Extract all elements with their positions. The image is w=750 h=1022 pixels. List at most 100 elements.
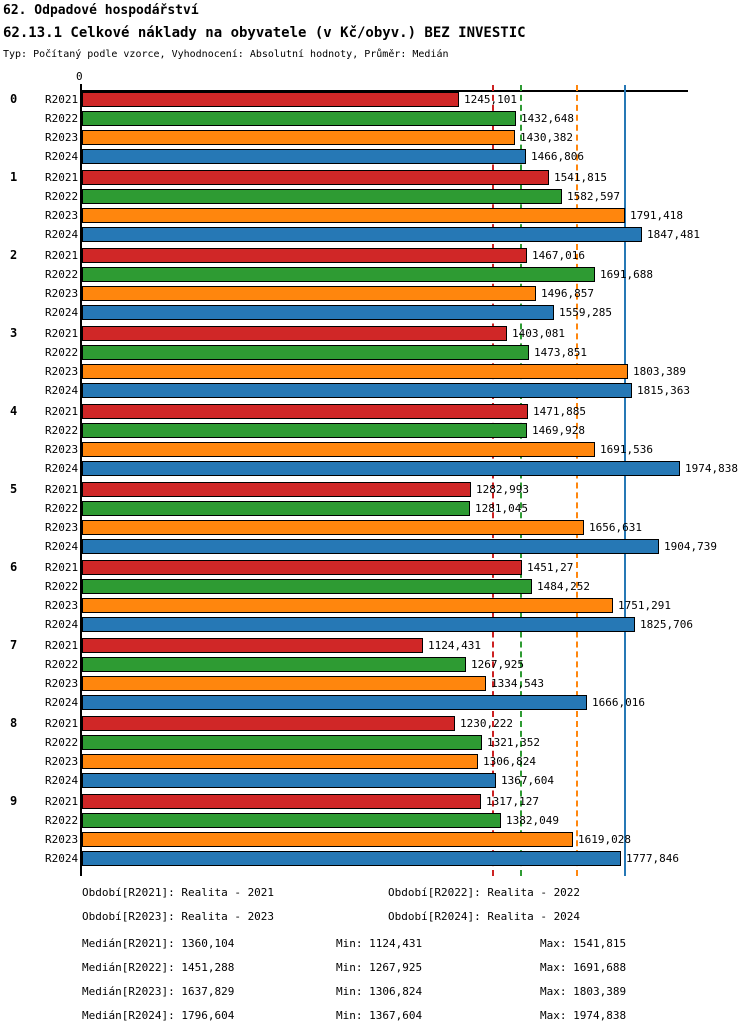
series-label-r2022-g3: R2022 bbox=[45, 346, 79, 359]
median-line-r2024 bbox=[624, 85, 626, 876]
series-label-r2022-g7: R2022 bbox=[45, 658, 79, 671]
series-label-r2023-g1: R2023 bbox=[45, 209, 79, 222]
series-label-r2021-g4: R2021 bbox=[45, 405, 79, 418]
series-label-r2024-g0: R2024 bbox=[45, 150, 79, 163]
chart-meta-line: Typ: Počítaný podle vzorce, Vyhodnocení:… bbox=[3, 49, 449, 60]
bar-r2024-g4 bbox=[82, 461, 680, 476]
group-label-2: 2 bbox=[10, 248, 18, 262]
axis-left-line bbox=[80, 84, 82, 876]
bar-r2024-g3 bbox=[82, 383, 632, 398]
bar-r2021-g7 bbox=[82, 638, 423, 653]
bar-r2022-g6 bbox=[82, 579, 532, 594]
group-label-1: 1 bbox=[10, 170, 18, 184]
bar-value-r2022-g0: 1432,648 bbox=[521, 112, 574, 125]
bar-r2024-g5 bbox=[82, 539, 659, 554]
series-label-r2024-g8: R2024 bbox=[45, 774, 79, 787]
bar-r2023-g3 bbox=[82, 364, 628, 379]
bar-value-r2022-g9: 1382,049 bbox=[506, 814, 559, 827]
stat-min-r2023: Min: 1306,824 bbox=[336, 985, 423, 998]
series-label-r2022-g4: R2022 bbox=[45, 424, 79, 437]
bar-value-r2024-g7: 1666,016 bbox=[592, 696, 645, 709]
bar-r2023-g2 bbox=[82, 286, 536, 301]
bar-r2023-g8 bbox=[82, 754, 478, 769]
bar-value-r2023-g3: 1803,389 bbox=[633, 365, 686, 378]
series-label-r2024-g3: R2024 bbox=[45, 384, 79, 397]
stat-median-r2021: Medián[R2021]: 1360,104 bbox=[82, 937, 235, 950]
bar-value-r2023-g9: 1619,028 bbox=[578, 833, 631, 846]
stat-max-r2021: Max: 1541,815 bbox=[540, 937, 627, 950]
series-label-r2021-g6: R2021 bbox=[45, 561, 79, 574]
series-label-r2022-g5: R2022 bbox=[45, 502, 79, 515]
bar-r2023-g0 bbox=[82, 130, 515, 145]
bar-r2022-g5 bbox=[82, 501, 470, 516]
legend-item-r2022: Období[R2022]: Realita - 2022 bbox=[388, 886, 581, 899]
stat-min-r2022: Min: 1267,925 bbox=[336, 961, 423, 974]
series-label-r2023-g0: R2023 bbox=[45, 131, 79, 144]
bar-value-r2023-g2: 1496,857 bbox=[541, 287, 594, 300]
series-label-r2021-g9: R2021 bbox=[45, 795, 79, 808]
bar-value-r2022-g7: 1267,925 bbox=[471, 658, 524, 671]
series-label-r2022-g9: R2022 bbox=[45, 814, 79, 827]
series-label-r2023-g5: R2023 bbox=[45, 521, 79, 534]
series-label-r2024-g1: R2024 bbox=[45, 228, 79, 241]
stat-min-r2024: Min: 1367,604 bbox=[336, 1009, 423, 1022]
group-label-7: 7 bbox=[10, 638, 18, 652]
bar-r2024-g2 bbox=[82, 305, 554, 320]
chart-title: 62.13.1 Celkové náklady na obyvatele (v … bbox=[3, 25, 526, 41]
bar-value-r2022-g6: 1484,252 bbox=[537, 580, 590, 593]
bar-r2022-g2 bbox=[82, 267, 595, 282]
series-label-r2024-g7: R2024 bbox=[45, 696, 79, 709]
group-label-9: 9 bbox=[10, 794, 18, 808]
median-line-r2022 bbox=[520, 85, 522, 876]
series-label-r2023-g8: R2023 bbox=[45, 755, 79, 768]
bar-r2024-g9 bbox=[82, 851, 621, 866]
series-label-r2021-g5: R2021 bbox=[45, 483, 79, 496]
series-label-r2023-g9: R2023 bbox=[45, 833, 79, 846]
bar-r2021-g2 bbox=[82, 248, 527, 263]
group-label-3: 3 bbox=[10, 326, 18, 340]
bar-r2023-g6 bbox=[82, 598, 613, 613]
group-label-6: 6 bbox=[10, 560, 18, 574]
bar-r2021-g1 bbox=[82, 170, 549, 185]
bar-value-r2023-g4: 1691,536 bbox=[600, 443, 653, 456]
bar-value-r2021-g2: 1467,016 bbox=[532, 249, 585, 262]
bar-value-r2022-g3: 1473,851 bbox=[534, 346, 587, 359]
series-label-r2021-g8: R2021 bbox=[45, 717, 79, 730]
bar-value-r2021-g6: 1451,27 bbox=[527, 561, 574, 574]
stat-median-r2024: Medián[R2024]: 1796,604 bbox=[82, 1009, 235, 1022]
bar-value-r2024-g1: 1847,481 bbox=[647, 228, 700, 241]
bar-r2021-g6 bbox=[82, 560, 522, 575]
median-line-r2023 bbox=[576, 85, 578, 876]
stat-max-r2023: Max: 1803,389 bbox=[540, 985, 627, 998]
series-label-r2023-g7: R2023 bbox=[45, 677, 79, 690]
series-label-r2022-g2: R2022 bbox=[45, 268, 79, 281]
series-label-r2021-g3: R2021 bbox=[45, 327, 79, 340]
bar-r2022-g9 bbox=[82, 813, 501, 828]
series-label-r2021-g2: R2021 bbox=[45, 249, 79, 262]
bar-r2021-g8 bbox=[82, 716, 455, 731]
group-label-8: 8 bbox=[10, 716, 18, 730]
series-label-r2021-g7: R2021 bbox=[45, 639, 79, 652]
series-label-r2022-g6: R2022 bbox=[45, 580, 79, 593]
bar-value-r2024-g6: 1825,706 bbox=[640, 618, 693, 631]
bar-r2024-g6 bbox=[82, 617, 635, 632]
series-label-r2022-g1: R2022 bbox=[45, 190, 79, 203]
bar-value-r2024-g9: 1777,846 bbox=[626, 852, 679, 865]
bar-value-r2024-g4: 1974,838 bbox=[685, 462, 738, 475]
axis-top-line bbox=[80, 90, 688, 92]
bar-r2022-g1 bbox=[82, 189, 562, 204]
bar-value-r2021-g3: 1403,081 bbox=[512, 327, 565, 340]
bar-r2023-g9 bbox=[82, 832, 573, 847]
bar-value-r2023-g5: 1656,631 bbox=[589, 521, 642, 534]
bar-value-r2023-g6: 1751,291 bbox=[618, 599, 671, 612]
bar-r2022-g8 bbox=[82, 735, 482, 750]
series-label-r2021-g1: R2021 bbox=[45, 171, 79, 184]
bar-r2021-g9 bbox=[82, 794, 481, 809]
legend-item-r2021: Období[R2021]: Realita - 2021 bbox=[82, 886, 275, 899]
series-label-r2024-g6: R2024 bbox=[45, 618, 79, 631]
bar-value-r2023-g8: 1306,824 bbox=[483, 755, 536, 768]
series-label-r2024-g5: R2024 bbox=[45, 540, 79, 553]
bar-value-r2023-g1: 1791,418 bbox=[630, 209, 683, 222]
bar-value-r2024-g8: 1367,604 bbox=[501, 774, 554, 787]
series-label-r2024-g4: R2024 bbox=[45, 462, 79, 475]
